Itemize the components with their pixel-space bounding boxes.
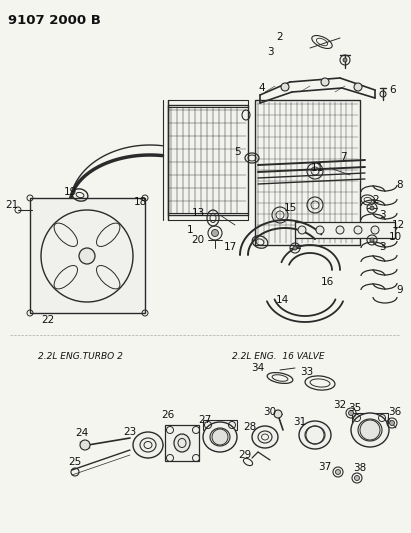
Text: 6: 6 — [390, 85, 396, 95]
Text: 38: 38 — [353, 463, 367, 473]
Text: 2: 2 — [277, 32, 283, 42]
Text: 36: 36 — [388, 407, 402, 417]
Text: 7: 7 — [339, 152, 346, 162]
Circle shape — [370, 206, 374, 210]
Text: 33: 33 — [300, 367, 314, 377]
Circle shape — [335, 470, 340, 474]
Circle shape — [371, 226, 379, 234]
Text: 27: 27 — [199, 415, 212, 425]
Circle shape — [212, 429, 228, 445]
Circle shape — [298, 226, 306, 234]
Text: 32: 32 — [333, 400, 346, 410]
Circle shape — [321, 78, 329, 86]
Text: 9: 9 — [397, 285, 403, 295]
Circle shape — [316, 226, 324, 234]
Text: 19: 19 — [63, 187, 76, 197]
Bar — [168, 213, 248, 220]
Ellipse shape — [174, 434, 190, 452]
Text: 35: 35 — [349, 403, 362, 413]
Text: 22: 22 — [42, 315, 55, 325]
Text: 16: 16 — [321, 277, 334, 287]
Circle shape — [281, 83, 289, 91]
Circle shape — [293, 246, 297, 250]
Text: 34: 34 — [252, 363, 265, 373]
Text: 20: 20 — [192, 235, 205, 245]
Circle shape — [336, 226, 344, 234]
Circle shape — [212, 230, 219, 237]
Text: 31: 31 — [293, 417, 307, 427]
Bar — [168, 100, 248, 107]
Circle shape — [274, 410, 282, 418]
Text: 8: 8 — [397, 180, 403, 190]
Text: 2.2L ENG.TURBO 2: 2.2L ENG.TURBO 2 — [38, 352, 123, 361]
Circle shape — [79, 248, 95, 264]
Text: 11: 11 — [310, 163, 323, 173]
Text: 3: 3 — [379, 210, 386, 220]
Ellipse shape — [299, 421, 331, 449]
Bar — [30, 198, 145, 313]
Ellipse shape — [351, 413, 389, 447]
Text: 29: 29 — [238, 450, 252, 460]
Ellipse shape — [203, 422, 237, 452]
Text: 21: 21 — [5, 200, 18, 210]
Text: 37: 37 — [319, 462, 332, 472]
Circle shape — [349, 410, 353, 416]
Text: 17: 17 — [223, 242, 237, 252]
Text: 18: 18 — [134, 197, 147, 207]
Text: 14: 14 — [275, 295, 289, 305]
Text: 1: 1 — [187, 225, 193, 235]
Text: 9107 2000 B: 9107 2000 B — [8, 14, 101, 27]
Circle shape — [354, 83, 362, 91]
Circle shape — [390, 421, 395, 425]
Bar — [168, 105, 248, 215]
Circle shape — [370, 238, 374, 242]
Text: 23: 23 — [123, 427, 136, 437]
Text: 15: 15 — [283, 203, 297, 213]
Text: 13: 13 — [192, 208, 205, 218]
Circle shape — [354, 226, 362, 234]
Text: 3: 3 — [267, 47, 273, 57]
Ellipse shape — [133, 432, 163, 458]
Bar — [295, 222, 395, 238]
Bar — [255, 100, 360, 245]
Circle shape — [343, 58, 347, 62]
Ellipse shape — [252, 426, 278, 448]
Text: 3: 3 — [379, 242, 386, 252]
Text: 30: 30 — [263, 407, 277, 417]
Text: 24: 24 — [75, 428, 89, 438]
Text: 28: 28 — [243, 422, 256, 432]
Text: 5: 5 — [234, 147, 240, 157]
Text: 10: 10 — [388, 232, 402, 242]
Bar — [203, 420, 237, 430]
Text: 2.2L ENG.  16 VALVE: 2.2L ENG. 16 VALVE — [232, 352, 325, 361]
Bar — [352, 413, 388, 423]
Circle shape — [355, 475, 360, 481]
Circle shape — [80, 440, 90, 450]
Text: 26: 26 — [162, 410, 175, 420]
Text: 4: 4 — [259, 83, 266, 93]
Text: 12: 12 — [391, 220, 404, 230]
Circle shape — [360, 420, 380, 440]
Text: 25: 25 — [68, 457, 82, 467]
Text: 2: 2 — [373, 195, 379, 205]
Bar — [165, 425, 199, 461]
